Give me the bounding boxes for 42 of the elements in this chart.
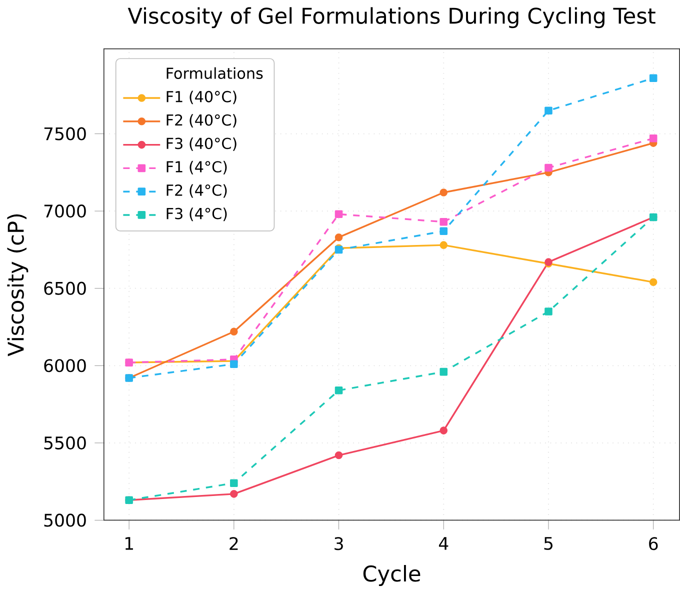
point bbox=[440, 368, 448, 376]
chart-title: Viscosity of Gel Formulations During Cycling Test bbox=[128, 7, 656, 28]
x-tick-label: 4 bbox=[438, 537, 448, 550]
point bbox=[440, 241, 448, 249]
y-tick-label: 7000 bbox=[44, 204, 86, 218]
point bbox=[544, 106, 552, 114]
x-tick-label: 3 bbox=[334, 536, 343, 550]
y-tick-label: 6000 bbox=[44, 359, 86, 372]
point bbox=[649, 278, 658, 286]
x-tick-label: 5 bbox=[544, 537, 552, 550]
point bbox=[230, 328, 238, 336]
legend-label: F2 (4°C) bbox=[166, 184, 227, 198]
x-axis-title: Cycle bbox=[363, 564, 420, 586]
point bbox=[649, 134, 658, 142]
y-tick-label: 5500 bbox=[44, 436, 86, 450]
point bbox=[649, 74, 658, 82]
point bbox=[334, 386, 343, 394]
point bbox=[230, 490, 238, 498]
point bbox=[334, 451, 343, 460]
y-axis-title: Viscosity (cP) bbox=[7, 214, 28, 356]
point bbox=[230, 479, 238, 487]
legend-label: F3 (40°C) bbox=[166, 137, 236, 151]
point bbox=[440, 227, 448, 235]
y-tick-label: 5000 bbox=[44, 514, 86, 527]
legend-title: Formulations bbox=[166, 67, 263, 79]
point bbox=[230, 360, 238, 368]
x-tick-label: 6 bbox=[649, 536, 658, 550]
legend-label: F2 (40°C) bbox=[166, 114, 236, 128]
y-tick-label: 7500 bbox=[44, 127, 86, 140]
point bbox=[334, 233, 343, 242]
point bbox=[440, 426, 448, 434]
point bbox=[440, 218, 448, 226]
y-tick-label: 6500 bbox=[44, 282, 86, 295]
point bbox=[544, 308, 552, 316]
point bbox=[544, 164, 552, 172]
legend-label: F1 (4°C) bbox=[166, 160, 227, 174]
point bbox=[440, 188, 448, 196]
point bbox=[334, 210, 343, 218]
legend-label: F1 (40°C) bbox=[166, 90, 236, 104]
x-tick-label: 1 bbox=[125, 537, 133, 550]
x-tick-label: 2 bbox=[230, 536, 238, 550]
legend-label: F3 (4°C) bbox=[166, 208, 227, 221]
